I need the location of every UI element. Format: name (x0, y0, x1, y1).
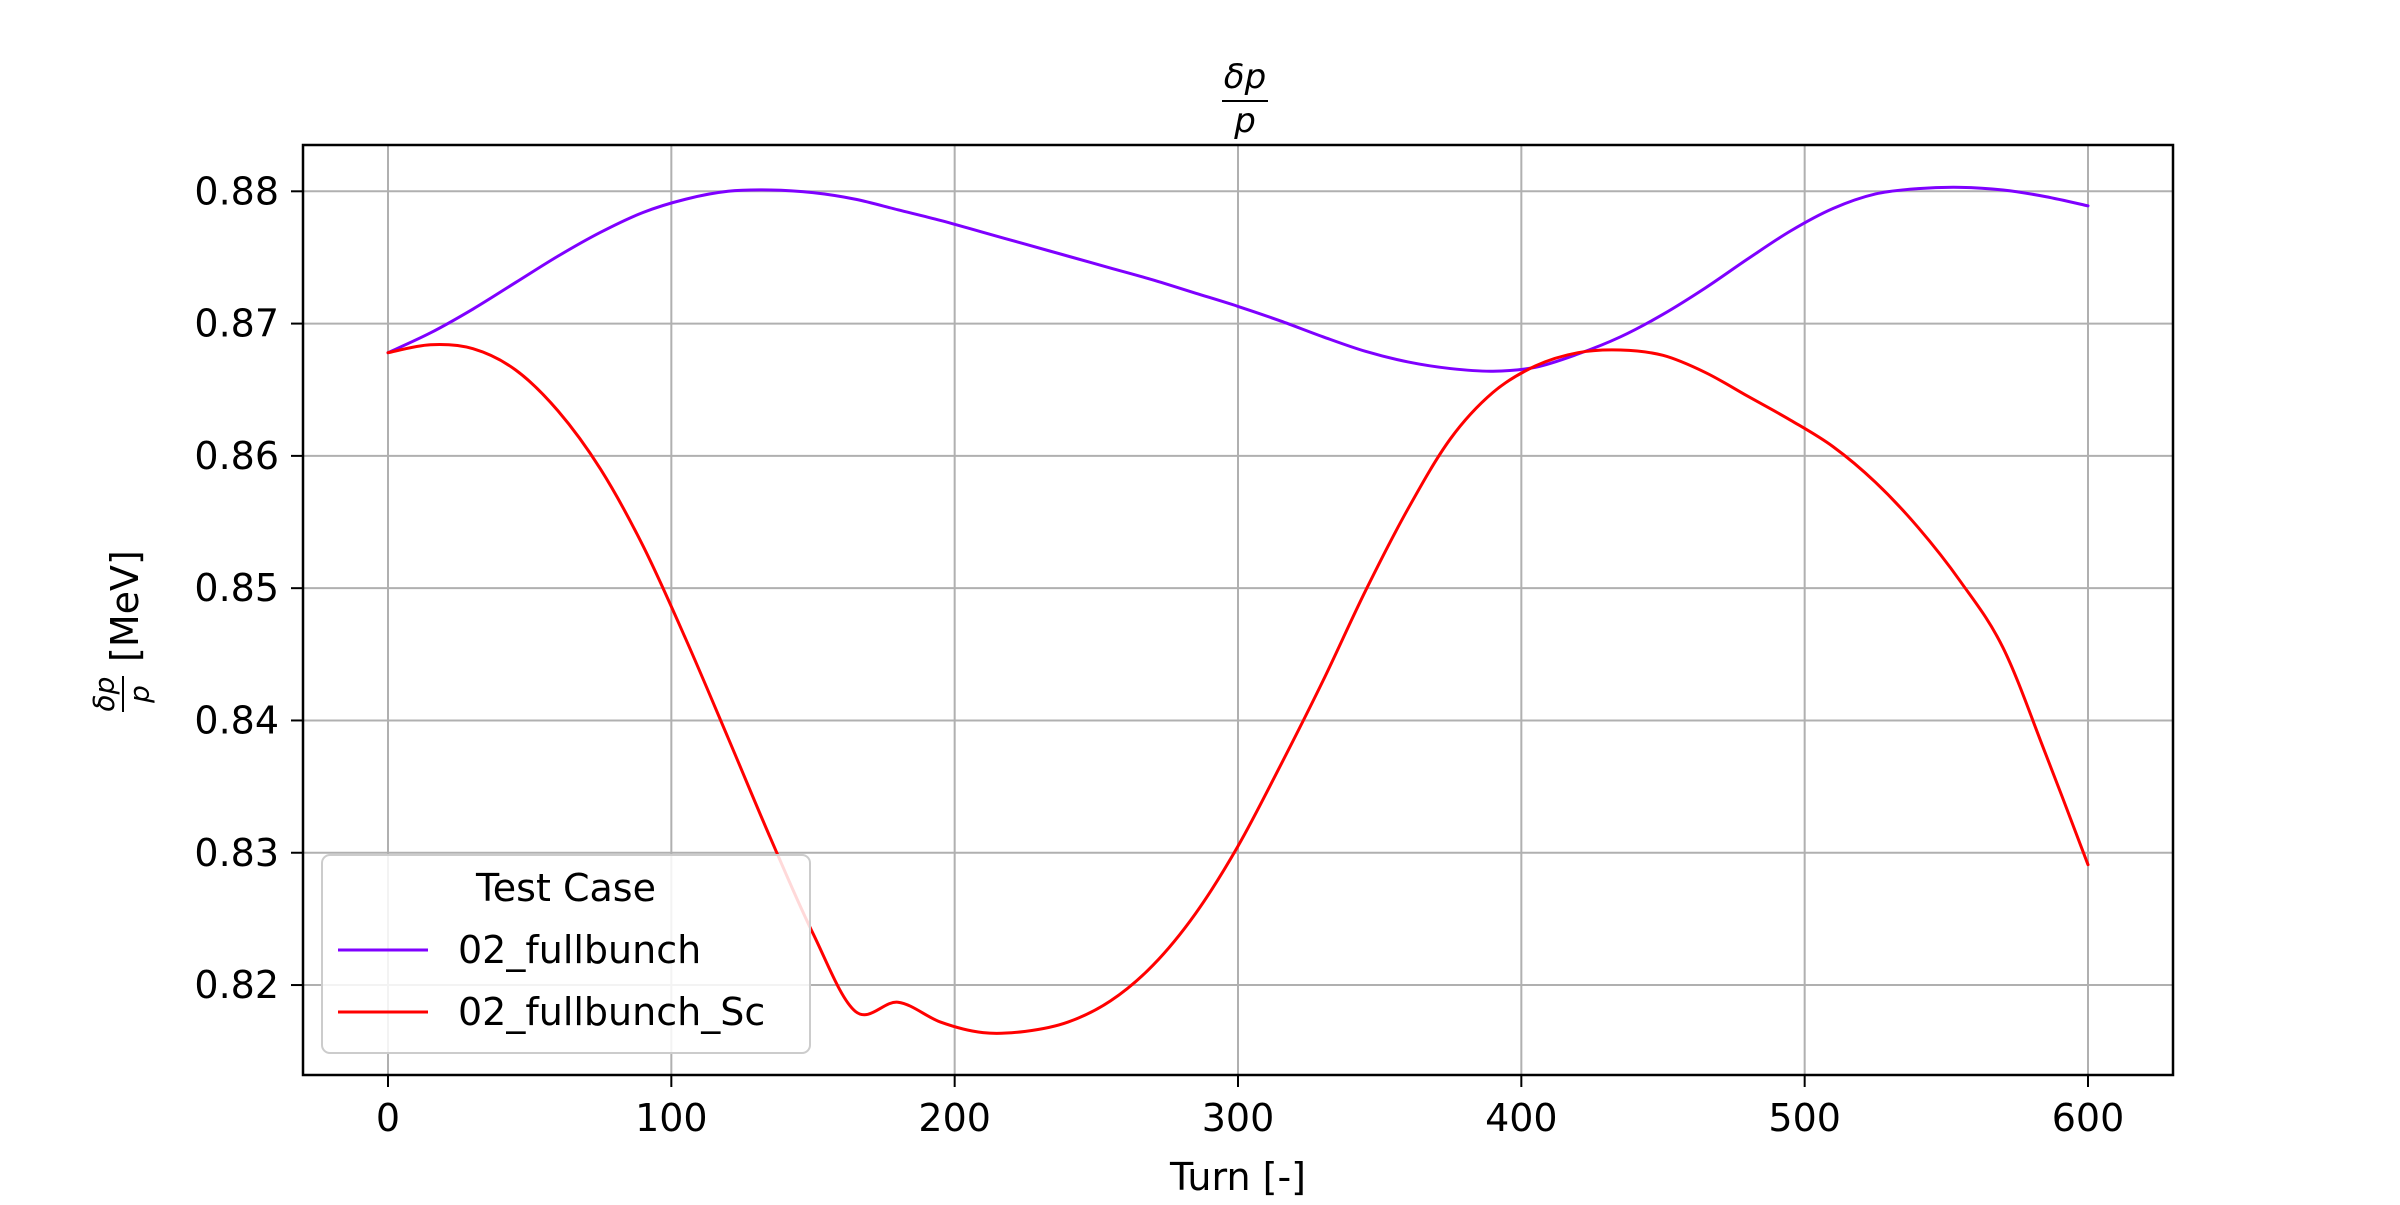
y-axis-ticks: 0.82 0.83 0.84 0.85 0.86 0.87 0.88 (194, 169, 303, 1007)
grid-lines (303, 145, 2173, 1075)
y-tick-label: 0.85 (194, 566, 279, 610)
series-line-02-fullbunch-sc (386, 343, 2090, 1035)
x-tick-label: 100 (635, 1096, 708, 1140)
series-lines (386, 185, 2090, 1035)
x-tick-label: 0 (376, 1096, 400, 1140)
x-axis-ticks: 0 100 200 300 400 500 600 (376, 1075, 2124, 1140)
y-tick-label: 0.82 (194, 963, 279, 1007)
legend: Test Case 02_fullbunch 02_fullbunch_Sc (321, 854, 811, 1054)
legend-label-02-fullbunch: 02_fullbunch (458, 928, 701, 972)
x-axis-label: Turn [-] (1169, 1155, 1306, 1199)
legend-label-02-fullbunch-sc: 02_fullbunch_Sc (458, 990, 765, 1034)
y-tick-label: 0.83 (194, 831, 279, 875)
x-tick-label: 300 (1202, 1096, 1275, 1140)
series-line-02-fullbunch (386, 185, 2090, 373)
ylabel-unit: [MeV] (103, 550, 147, 662)
title-denominator: p (1233, 101, 1256, 141)
y-tick-label: 0.84 (194, 698, 279, 742)
ylabel-denominator: p (123, 685, 156, 704)
y-tick-label: 0.88 (194, 169, 279, 213)
x-tick-label: 400 (1485, 1096, 1558, 1140)
y-tick-label: 0.87 (194, 302, 279, 346)
x-tick-label: 500 (1768, 1096, 1841, 1140)
chart-title: δp p (1222, 57, 1268, 141)
x-tick-label: 600 (2052, 1096, 2125, 1140)
x-tick-label: 200 (918, 1096, 991, 1140)
y-axis-label: δp p [MeV] (88, 550, 156, 712)
ylabel-numerator: δp (88, 677, 121, 712)
y-tick-label: 0.86 (194, 434, 279, 478)
legend-title: Test Case (475, 866, 656, 910)
legend-box (321, 854, 811, 1054)
title-numerator: δp (1224, 57, 1266, 97)
